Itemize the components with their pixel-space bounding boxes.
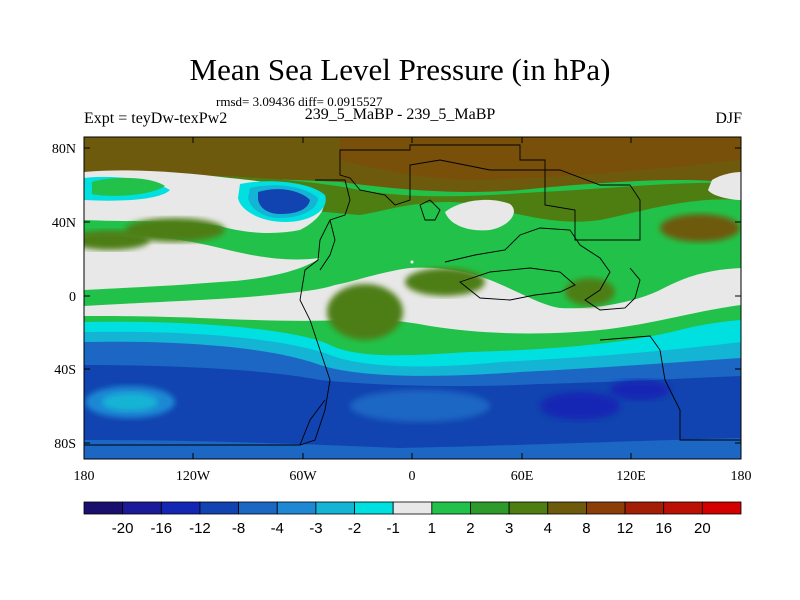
colorbar-swatch [701,501,742,515]
lon-label-0: 0 [409,469,416,484]
colorbar-swatch [624,501,665,515]
colorbar-swatch [508,501,549,515]
colorbar-swatch [160,501,201,515]
colorbar-swatch [276,501,317,515]
lat-label-80n: 80N [52,142,76,157]
experiment-label: Expt = teyDw-texPw2 [84,110,228,127]
colorbar-label: 16 [655,520,672,537]
lon-label-120e: 120E [616,469,646,484]
lon-label-120w: 120W [176,469,211,484]
colorbar-swatch [547,501,587,515]
lat-label-80s: 80S [54,437,76,452]
season-label: DJF [715,110,742,127]
colorbar-label: 12 [617,520,634,537]
colorbar-swatch [83,501,124,515]
lon-label-180w: 180 [74,469,95,484]
continent-outlines [84,144,741,446]
comparison-label: 239_5_MaBP - 239_5_MaBP [304,106,496,123]
pressure-field [84,137,741,459]
colorbar-label: -3 [309,520,322,537]
lat-label-0: 0 [69,290,76,305]
colorbar-label: 8 [582,520,590,537]
lat-label-40n: 40N [52,216,76,231]
lon-label-60w: 60W [289,469,317,484]
colorbar-label: 2 [466,520,474,537]
colorbar-label: -8 [232,520,245,537]
colorbar-label: -12 [189,520,211,537]
colorbar-swatch [238,501,278,515]
colorbar-label: 1 [428,520,436,537]
colorbar-swatch [431,501,471,515]
colorbar-label: 4 [544,520,552,537]
colorbar-swatch [470,501,510,515]
colorbar-swatch [315,501,355,515]
colorbar [83,501,742,515]
colorbar-swatch [354,501,394,515]
lon-ticks [192,137,632,459]
colorbar-swatch [663,501,703,515]
colorbar-label: 3 [505,520,513,537]
lat-labels: 80N 40N 0 40S 80S [52,142,76,452]
colorbar-label: -20 [112,520,134,537]
colorbar-label: -16 [150,520,172,537]
colorbar-swatch [392,501,433,515]
lat-ticks [84,147,741,444]
colorbar-swatch [586,501,626,515]
lat-label-40s: 40S [54,363,76,378]
lon-labels: 180 120W 60W 0 60E 120E 180 [74,469,752,484]
colorbar-swatch [199,501,239,515]
lon-label-180e: 180 [731,469,752,484]
colorbar-label: 20 [694,520,711,537]
colorbar-labels: -20 -16 -12 -8 -4 -3 -2 -1 1 2 3 4 8 12 16 20 [112,520,711,537]
colorbar-label: -2 [348,520,361,537]
stats-line: rmsd= 3.09436 diff= 0.0915527 [216,94,383,109]
chart-title: Mean Sea Level Pressure (in hPa) [189,52,611,87]
colorbar-label: -1 [387,520,400,537]
lon-label-60e: 60E [511,469,534,484]
colorbar-swatch [122,501,162,515]
colorbar-label: -4 [271,520,284,537]
